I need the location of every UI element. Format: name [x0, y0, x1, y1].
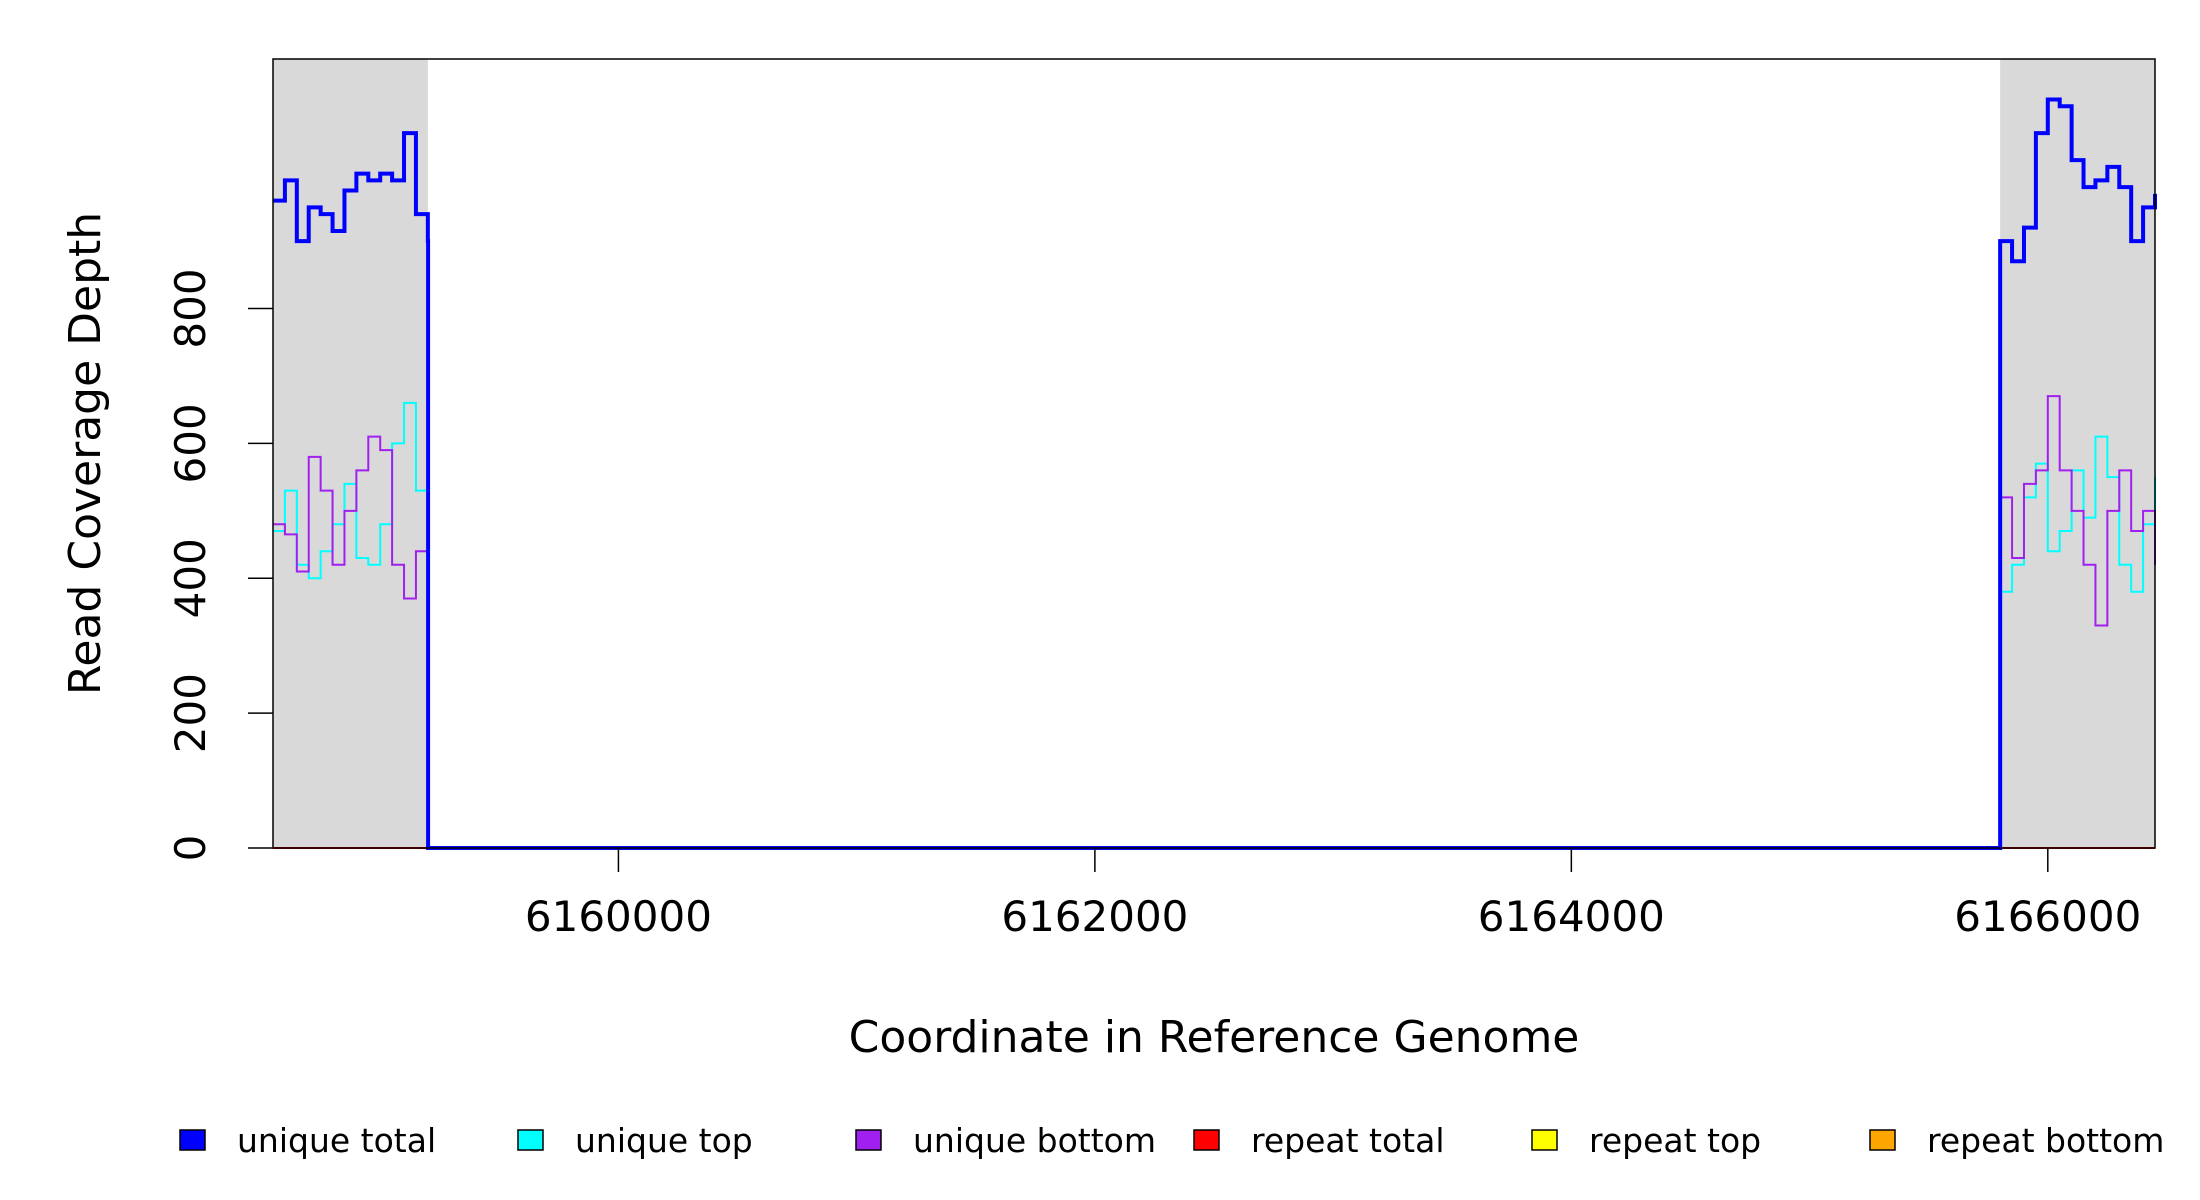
- series-lines: [273, 97, 2157, 850]
- legend-label: unique bottom: [913, 1121, 1156, 1160]
- y-tick-label: 400: [166, 538, 215, 618]
- plot-frame: [272, 58, 2156, 849]
- y-tick-label: 600: [166, 403, 215, 483]
- x-axis-title: Coordinate in Reference Genome: [849, 1012, 1580, 1063]
- legend-swatch: [179, 1129, 206, 1151]
- legend-label: unique total: [237, 1121, 436, 1160]
- x-tick-label: 6160000: [525, 892, 712, 941]
- x-axis: 6160000 6162000 6164000 6166000: [525, 848, 2141, 941]
- legend-swatch: [855, 1129, 882, 1151]
- legend-label: repeat bottom: [1927, 1121, 2164, 1160]
- series-line-unique-top: [273, 401, 2156, 849]
- legend-label: unique top: [575, 1121, 753, 1160]
- series-line-unique-bottom: [273, 395, 2156, 849]
- y-axis: 0 200 400 600 800: [166, 268, 273, 861]
- y-axis-title: Read Coverage Depth: [60, 212, 111, 695]
- series-line-unique-total: [273, 97, 2157, 850]
- legend-swatch: [1193, 1129, 1220, 1151]
- y-tick-label: 0: [166, 835, 215, 862]
- y-tick-label: 200: [166, 673, 215, 753]
- x-tick-label: 6162000: [1001, 892, 1188, 941]
- legend-swatch: [1869, 1129, 1896, 1151]
- x-tick-label: 6164000: [1478, 892, 1665, 941]
- shaded-region-1: [2000, 59, 2155, 848]
- legend-label: repeat top: [1589, 1121, 1761, 1160]
- x-tick-label: 6166000: [1954, 892, 2141, 941]
- legend-swatch: [517, 1129, 544, 1151]
- legend-label: repeat total: [1251, 1121, 1445, 1160]
- legend-swatch: [1531, 1129, 1558, 1151]
- legend: unique total unique top unique bottom repea…: [179, 1121, 2164, 1160]
- shaded-regions: [273, 59, 2155, 848]
- y-tick-label: 800: [166, 268, 215, 348]
